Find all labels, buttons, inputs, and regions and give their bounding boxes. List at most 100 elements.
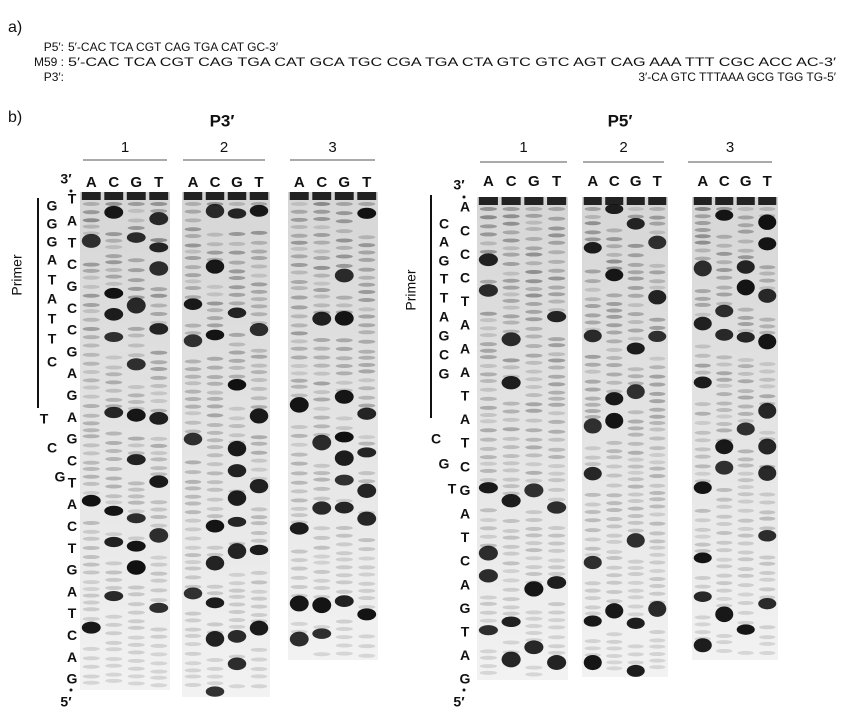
band (649, 577, 665, 581)
band (105, 477, 122, 481)
band (291, 296, 308, 300)
band (313, 546, 330, 550)
band (313, 478, 330, 482)
band (335, 311, 354, 326)
band (548, 411, 565, 415)
band (229, 333, 246, 337)
band (83, 421, 100, 425)
band (649, 665, 665, 669)
band (502, 536, 519, 540)
band (206, 556, 224, 571)
band (358, 369, 375, 373)
band (738, 358, 754, 362)
band (649, 474, 665, 478)
band (185, 510, 202, 514)
band (105, 356, 122, 360)
band (185, 390, 202, 394)
lane-base: A (188, 174, 199, 191)
band (502, 365, 519, 369)
band (104, 332, 123, 342)
band (649, 539, 665, 543)
band (479, 482, 498, 493)
band (649, 375, 665, 379)
band (502, 612, 519, 616)
band (695, 248, 711, 252)
band (502, 484, 519, 488)
band (358, 573, 375, 577)
band (694, 317, 712, 331)
band (291, 498, 308, 502)
band (628, 207, 644, 211)
band (358, 654, 375, 658)
band (695, 509, 711, 513)
band (83, 674, 100, 678)
band (525, 518, 542, 522)
band (716, 292, 732, 296)
band (525, 565, 542, 569)
band (716, 260, 732, 264)
band (606, 455, 622, 459)
ladder-base: T (440, 290, 449, 306)
ladder-base: C (67, 322, 77, 338)
band (548, 207, 565, 211)
band (649, 512, 665, 516)
band (715, 305, 733, 317)
band (758, 530, 776, 542)
ladder-base: T (68, 234, 77, 250)
band (313, 233, 330, 237)
band (336, 371, 353, 375)
ladder-base: A (47, 252, 57, 268)
band (628, 595, 644, 599)
band (83, 461, 100, 465)
well (694, 197, 712, 205)
band (105, 532, 122, 536)
band (649, 222, 665, 226)
band (358, 350, 375, 354)
band (737, 260, 755, 273)
panel-label: a) (8, 19, 22, 36)
band (290, 397, 309, 413)
band (357, 408, 376, 420)
band (335, 475, 354, 486)
band (336, 356, 353, 360)
gel-title: P3′ (210, 111, 235, 130)
band (715, 606, 733, 622)
band (358, 634, 375, 638)
band (738, 509, 754, 513)
band (628, 652, 644, 656)
band (291, 434, 308, 438)
band (548, 366, 565, 370)
band (128, 619, 145, 623)
band (480, 232, 497, 236)
band (83, 434, 100, 438)
band (358, 386, 375, 390)
band (606, 646, 622, 650)
ladder-base: G (439, 366, 450, 382)
band (313, 210, 330, 214)
band (738, 419, 754, 423)
band (150, 312, 167, 316)
band (336, 627, 353, 631)
band (759, 318, 775, 322)
band (585, 646, 601, 650)
sequence: 3′-CA GTC TTTAAA GCG TGG TG-5′ (638, 70, 836, 84)
ladder-base: G (47, 234, 58, 250)
sequence-name: M59 : (34, 55, 64, 69)
band (229, 261, 246, 265)
band (716, 392, 732, 396)
band (695, 615, 711, 619)
band (150, 376, 167, 380)
band (548, 526, 565, 530)
band (548, 549, 565, 553)
band (584, 242, 602, 253)
band (83, 225, 100, 229)
band (313, 579, 330, 583)
band (336, 565, 353, 569)
band (251, 378, 268, 382)
band (251, 312, 268, 316)
lane-base: A (86, 174, 97, 191)
band (291, 202, 308, 206)
band (585, 446, 601, 450)
band (525, 666, 542, 670)
band (480, 355, 497, 359)
